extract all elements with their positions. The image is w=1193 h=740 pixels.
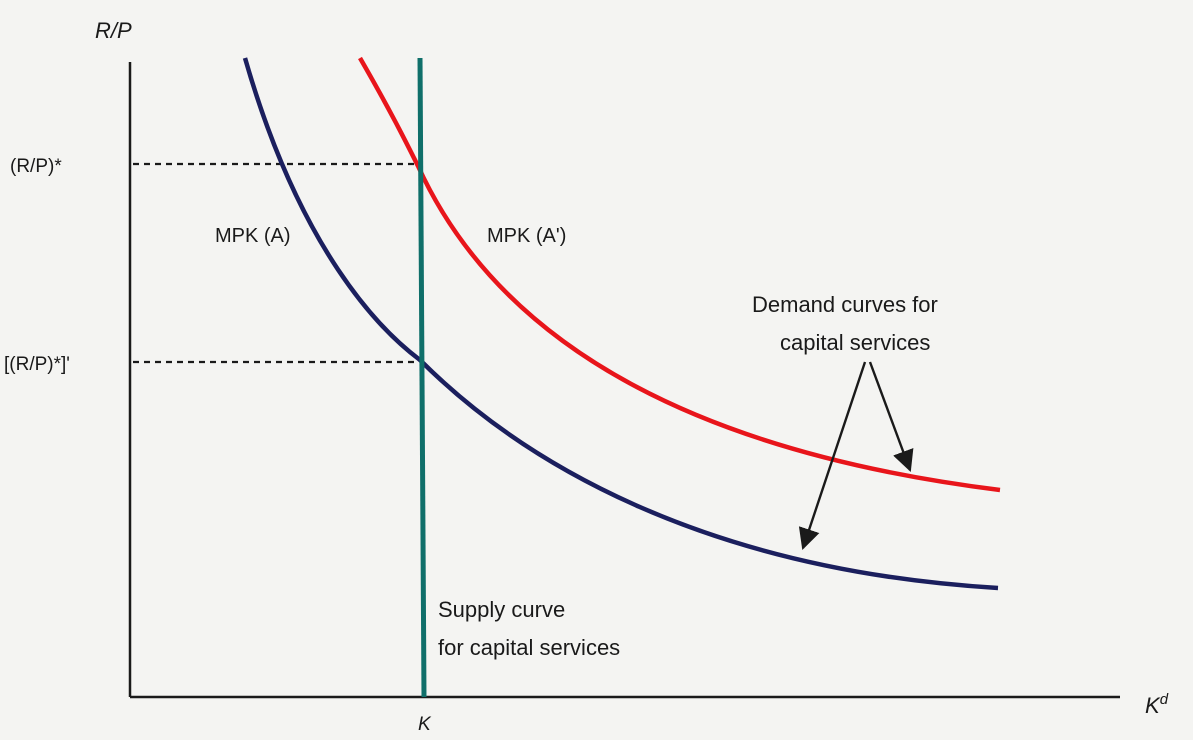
demand-label-line1: Demand curves for bbox=[752, 292, 938, 317]
y-axis-label: R/P bbox=[95, 18, 132, 43]
supply-label-line1: Supply curve bbox=[438, 597, 565, 622]
x-axis-label-sup: d bbox=[1160, 691, 1169, 708]
x-tick-label-k: K bbox=[418, 714, 432, 735]
y-tick-label-low: [(R/P)*]' bbox=[4, 354, 70, 375]
x-axis-label: Kd bbox=[1145, 691, 1169, 718]
mpk-a-label: MPK (A) bbox=[215, 225, 291, 247]
x-axis-label-base: K bbox=[1145, 693, 1161, 718]
mpk-a-prime-curve bbox=[358, 56, 1001, 493]
mpk-a-prime-label: MPK (A') bbox=[487, 225, 566, 247]
demand-label-line2: capital services bbox=[780, 330, 930, 355]
supply-curve bbox=[417, 57, 427, 698]
mpk-a-curve bbox=[242, 57, 999, 591]
arrow-to-mpk-a bbox=[798, 361, 867, 551]
supply-label-line2: for capital services bbox=[438, 635, 620, 660]
arrow-to-mpk-a-prime bbox=[868, 361, 914, 473]
y-tick-label-high: (R/P)* bbox=[10, 156, 62, 177]
